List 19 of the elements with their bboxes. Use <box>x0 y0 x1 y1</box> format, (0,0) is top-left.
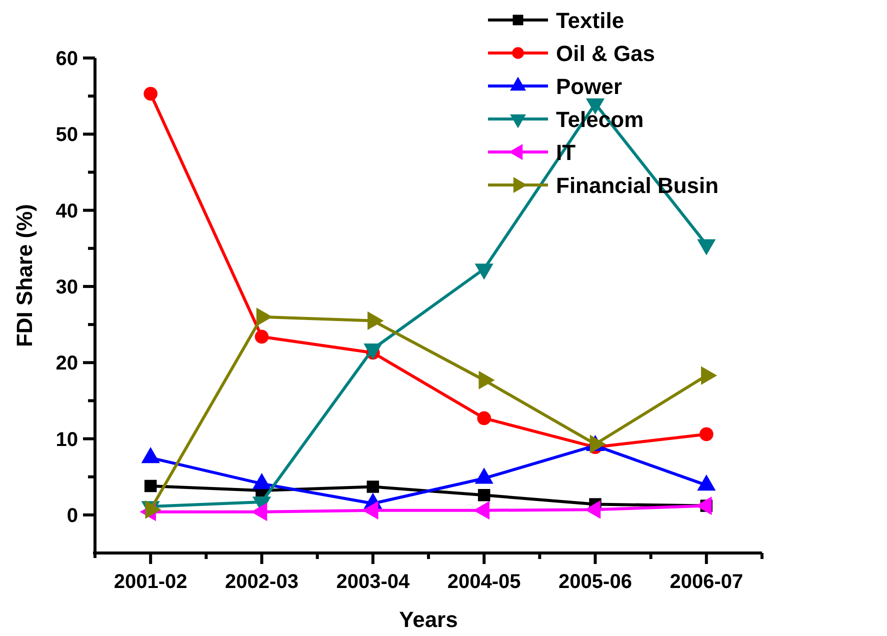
legend-label: Textile <box>556 8 624 33</box>
y-tick-label: 50 <box>56 124 78 146</box>
legend-label: Power <box>556 74 622 99</box>
x-tick-label: 2004-05 <box>447 571 521 593</box>
y-tick-label: 10 <box>56 428 78 451</box>
x-tick-label: 2001-02 <box>114 571 188 593</box>
legend-label: Oil & Gas <box>556 40 656 66</box>
x-tick-label: 2002-03 <box>225 571 298 593</box>
x-tick-label: 2003-04 <box>336 571 410 593</box>
y-tick-label: 30 <box>56 276 78 298</box>
y-tick-label: 60 <box>56 48 78 70</box>
y-tick-label: 40 <box>56 200 78 222</box>
x-tick-label: 2005-06 <box>558 571 632 593</box>
x-tick-label: 2006-07 <box>670 571 744 593</box>
x-axis-title: Years <box>399 607 458 632</box>
y-tick-label: 0 <box>66 504 78 527</box>
y-axis-title: FDI Share (%) <box>12 204 37 348</box>
legend-label: Financial Busin <box>556 172 719 198</box>
y-tick-label: 20 <box>56 352 78 375</box>
